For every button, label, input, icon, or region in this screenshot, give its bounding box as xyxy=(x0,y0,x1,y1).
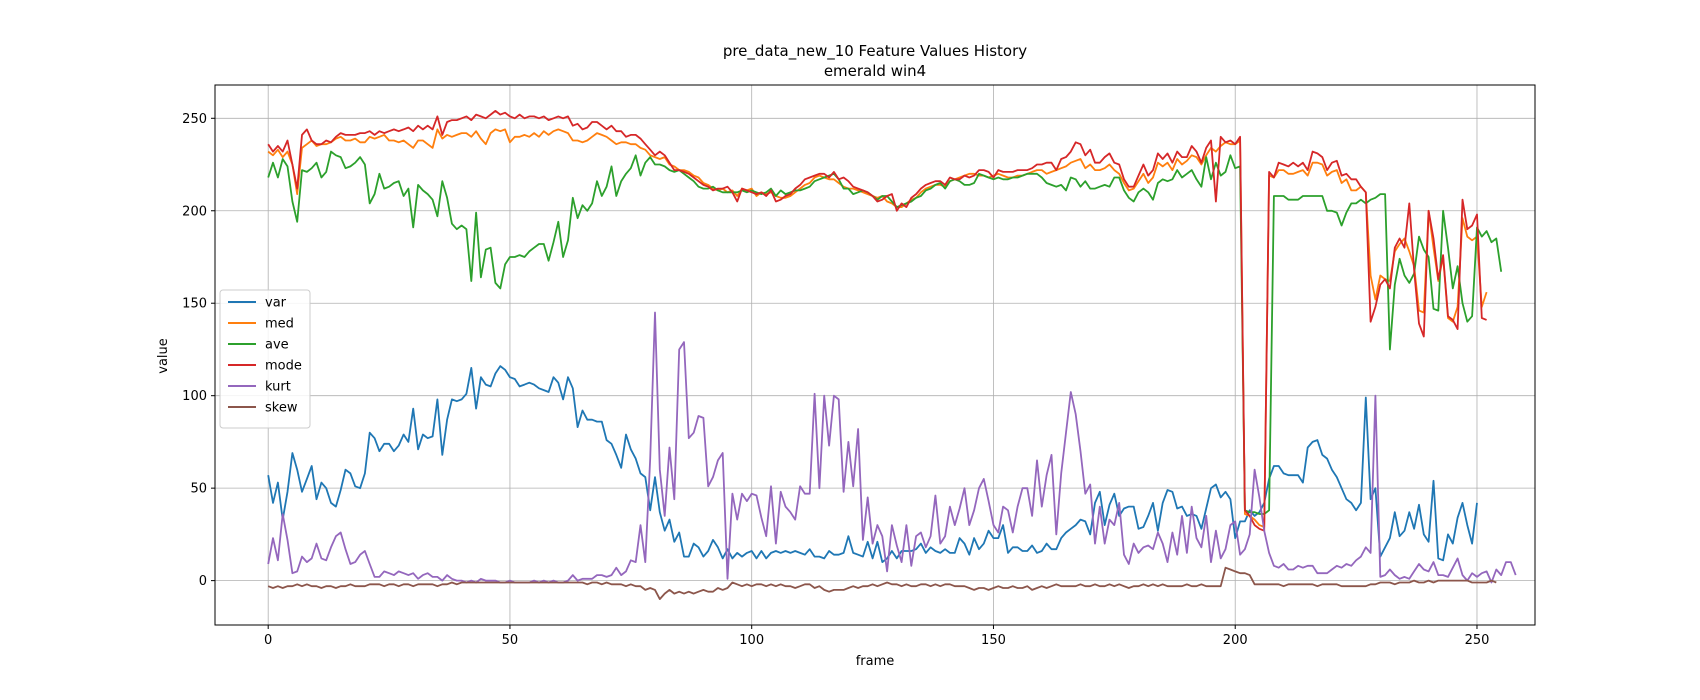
legend-label-skew: skew xyxy=(265,401,298,416)
series-line-var xyxy=(267,365,1478,563)
y-tick-label: 200 xyxy=(182,204,207,219)
x-axis-label: frame xyxy=(856,654,895,669)
plot-frame xyxy=(214,84,1536,626)
y-tick-label: 100 xyxy=(182,389,207,404)
legend: var med ave mode kurt skew xyxy=(219,289,311,429)
x-tick-label: 0 xyxy=(264,633,272,648)
legend-box xyxy=(219,289,311,429)
y-tick-label: 150 xyxy=(182,297,207,312)
x-tick-label: 250 xyxy=(1465,633,1490,648)
x-tick-label: 150 xyxy=(981,633,1006,648)
x-tick-label: 50 xyxy=(502,633,519,648)
y-axis-label: value xyxy=(156,338,171,374)
y-tick-label: 0 xyxy=(199,574,207,589)
series-line-ave xyxy=(267,150,1503,515)
legend-label-kurt: kurt xyxy=(265,380,291,395)
axis-ticks: 0 50 100 150 200 250 0 50 100 150 200 250 xyxy=(182,112,1489,648)
x-tick-label: 200 xyxy=(1223,633,1248,648)
grid xyxy=(215,85,1535,625)
legend-label-ave: ave xyxy=(265,338,289,353)
series-line-mode xyxy=(267,110,1487,532)
legend-label-var: var xyxy=(265,296,287,311)
series-line-kurt xyxy=(267,311,1517,584)
y-tick-label: 50 xyxy=(190,482,207,497)
series-line-skew xyxy=(267,566,1497,600)
chart-title: pre_data_new_10 Feature Values History xyxy=(723,42,1027,61)
legend-label-med: med xyxy=(265,317,294,332)
x-tick-label: 100 xyxy=(739,633,764,648)
y-tick-label: 250 xyxy=(182,112,207,127)
legend-label-mode: mode xyxy=(265,359,302,374)
series-lines xyxy=(267,110,1517,600)
chart-subtitle: emerald win4 xyxy=(824,62,926,80)
series-line-med xyxy=(267,128,1488,528)
